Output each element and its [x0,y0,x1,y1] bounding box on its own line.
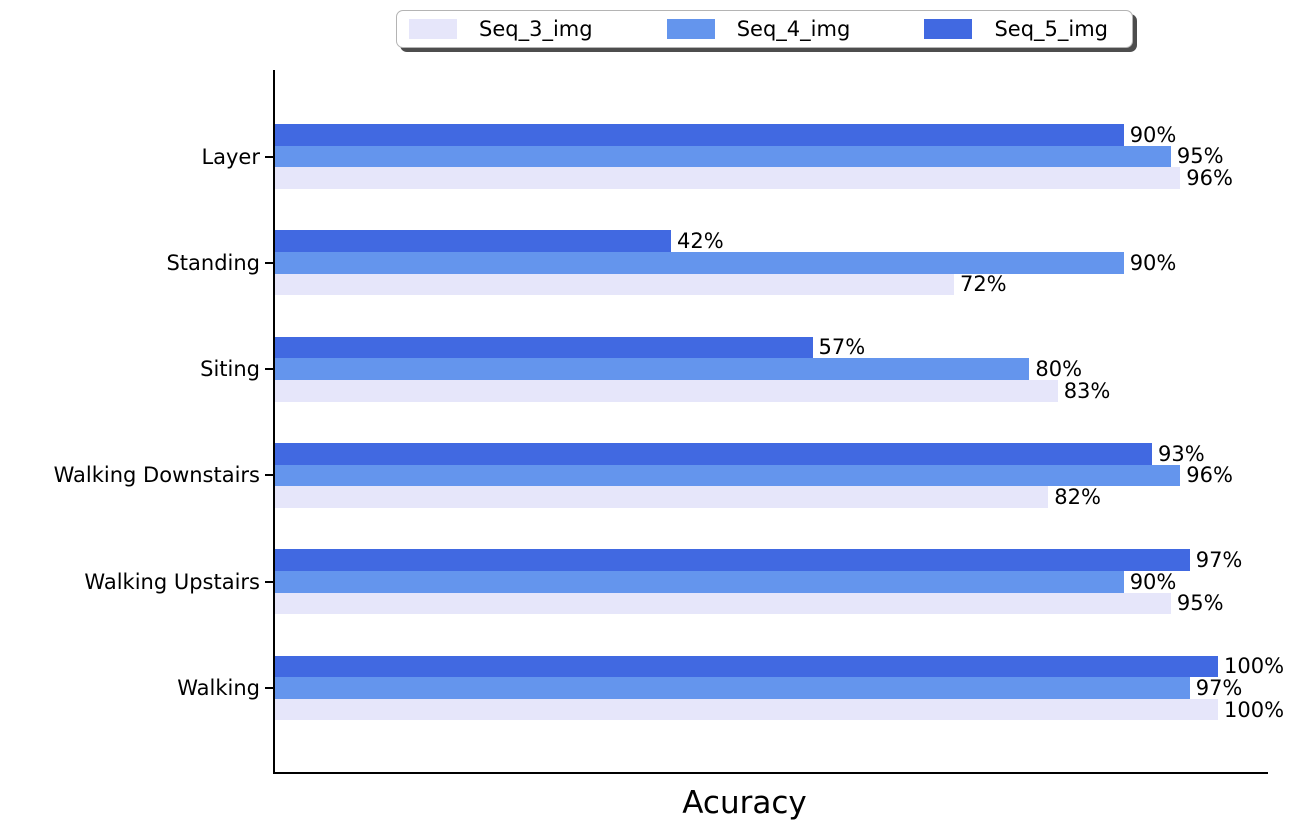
legend-swatch-icon [666,19,715,39]
legend-swatch-icon [409,19,457,39]
bar-value-label: 97% [1195,548,1243,573]
bar-value-label: 100% [1224,654,1285,679]
legend-item-seq_3_img: Seq_3_img [409,16,593,41]
y-axis-tick [265,580,273,583]
bar-row: 72% [275,272,1268,297]
bar-value-label: 100% [1224,697,1285,722]
plot-area: Layer 90% 95% 96% Standing 42% 90% 72% Siting 57%… [54,70,1284,774]
bar-value-label: 42% [677,229,724,254]
bar-group-layer: 90% 95% 96% [275,122,1268,191]
bar-seq_4_img-walking [275,677,1190,699]
bar-seq_4_img-standing [275,251,1124,274]
bar-row: 97% [275,675,1268,700]
y-tick-label-walking-downstairs: Walking Downstairs [53,463,260,488]
bar-seq_3_img-walking [275,698,1218,721]
legend-label: Seq_4_img [736,16,851,41]
bar-value-label: 83% [1063,378,1111,403]
bar-row: 90% [275,122,1268,147]
legend-item-seq_4_img: Seq_4_img [666,16,851,41]
bar-value-label: 90% [1129,250,1177,275]
y-axis-tick [265,155,273,158]
y-axis-tick [265,261,273,264]
bar-seq_3_img-siting [275,379,1058,402]
y-tick-label-standing: Standing [166,250,260,275]
bar-group-walking-upstairs: 97% 90% 95% [275,548,1268,616]
bar-group-walking-downstairs: 93% 96% 82% [275,441,1268,510]
legend-swatch-icon [924,19,973,39]
y-tick-label-layer: Layer [201,144,260,169]
bar-value-label: 97% [1195,675,1243,700]
bar-value-label: 57% [818,335,866,360]
bar-row: 82% [275,485,1268,510]
y-axis-tick [265,474,273,477]
bar-seq_5_img-walking [275,655,1218,678]
bar-group-standing: 42% 90% 72% [275,229,1268,297]
bar-group-siting: 57% 80% 83% [275,335,1268,403]
bar-row: 57% [275,335,1268,360]
bar-seq_4_img-layer [275,145,1171,168]
y-tick-label-siting: Siting [200,357,260,382]
y-axis-tick [265,687,273,689]
bar-value-label: 90% [1129,569,1177,594]
bar-value-label: 90% [1129,122,1177,147]
y-axis-tick [265,368,273,371]
bar-value-label: 95% [1176,591,1224,616]
bar-seq_5_img-layer [275,124,1124,146]
bar-row: 90% [275,250,1268,275]
legend: Seq_3_img Seq_4_img Seq_5_img [396,10,1133,48]
legend-item-seq_5_img: Seq_5_img [924,16,1108,41]
bar-value-label: 82% [1054,485,1101,510]
bar-value-label: 95% [1176,144,1224,169]
bar-seq_3_img-walking-upstairs [275,592,1171,615]
bar-value-label: 93% [1157,441,1205,466]
bar-seq_3_img-layer [275,167,1181,189]
bar-row: 83% [275,378,1268,403]
bar-value-label: 80% [1035,357,1083,382]
bar-seq_5_img-siting [275,336,813,359]
bar-row: 95% [275,591,1268,616]
bar-row: 42% [275,229,1268,254]
bar-seq_4_img-walking-upstairs [275,570,1124,593]
bar-value-label: 96% [1186,166,1233,191]
bar-row: 93% [275,441,1268,466]
bar-seq_4_img-walking-downstairs [275,464,1181,487]
x-axis-label: Acuracy [682,785,807,821]
bar-row: 80% [275,357,1268,382]
bar-seq_5_img-standing [275,230,672,252]
bar-row: 95% [275,144,1268,169]
bar-seq_4_img-siting [275,358,1030,380]
bar-row: 97% [275,548,1268,573]
legend-label: Seq_5_img [994,16,1108,41]
bar-group-walking: 100% 97% 100% [275,654,1284,722]
bar-seq_3_img-standing [275,273,954,296]
bar-row: 96% [275,463,1268,488]
bar-value-label: 96% [1186,463,1233,488]
bar-value-label: 72% [959,272,1007,297]
bar-row: 100% [275,654,1284,678]
bar-seq_3_img-walking-downstairs [275,486,1049,508]
y-tick-label-walking-upstairs: Walking Upstairs [84,569,260,594]
bar-row: 90% [275,569,1268,594]
legend-label: Seq_3_img [479,16,593,41]
bar-seq_5_img-walking-downstairs [275,442,1152,465]
bar-row: 100% [275,698,1284,722]
bar-row: 96% [275,166,1268,191]
bar-seq_5_img-walking-upstairs [275,549,1190,571]
y-tick-label-walking: Walking [177,676,260,700]
